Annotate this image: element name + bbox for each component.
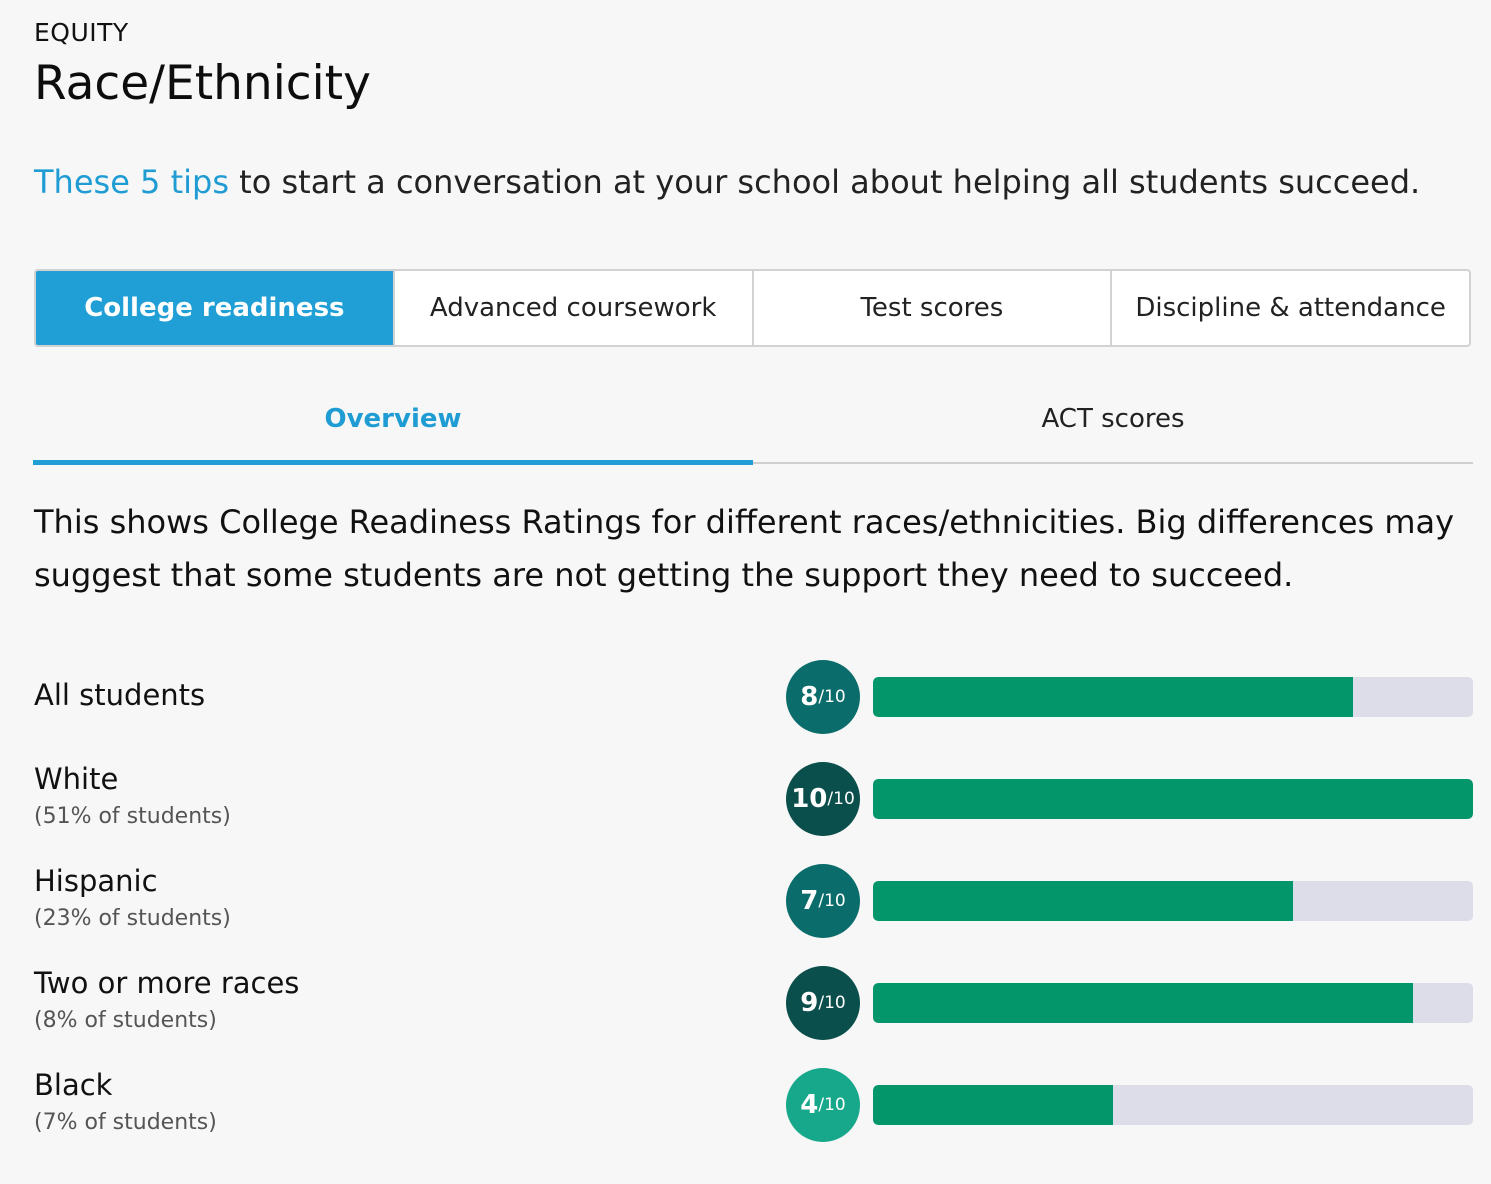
rating-bar-fill [873, 983, 1413, 1023]
description-text: This shows College Readiness Ratings for… [34, 503, 1455, 594]
rating-scale: /10 [818, 687, 846, 707]
rating-bar-fill [873, 1085, 1113, 1125]
tab-advanced-coursework[interactable]: Advanced coursework [392, 271, 752, 345]
rating-value: 7 [800, 886, 819, 916]
tab-discipline-attendance[interactable]: Discipline & attendance [1110, 271, 1469, 345]
sub-tabs: Overview ACT scores [33, 380, 1473, 465]
rating-badge: 4/10 [786, 1068, 860, 1142]
section-eyebrow: EQUITY [34, 18, 129, 47]
rating-bar-track [873, 983, 1473, 1023]
rating-bar-fill [873, 881, 1293, 921]
group-label: Two or more races (8% of students) [34, 966, 299, 1033]
rating-value: 8 [800, 682, 819, 712]
rating-value: 9 [800, 988, 819, 1018]
rating-value: 10 [791, 784, 828, 814]
rating-scale: /10 [818, 1095, 846, 1115]
group-label: Black (7% of students) [34, 1068, 217, 1135]
tab-college-readiness[interactable]: College readiness [36, 271, 393, 345]
rating-row-all-students: All students 8/10 [34, 660, 1473, 762]
group-label: White (51% of students) [34, 762, 231, 829]
rating-value: 4 [800, 1090, 819, 1120]
group-name: All students [34, 678, 206, 712]
page-title: Race/Ethnicity [34, 56, 371, 111]
tips-line: These 5 tips to start a conversation at … [34, 163, 1420, 201]
rating-row-white: White (51% of students) 10/10 [34, 762, 1473, 864]
category-tabs: College readiness Advanced coursework Te… [34, 269, 1471, 347]
group-share: (51% of students) [34, 804, 231, 829]
group-name: Hispanic [34, 864, 158, 898]
rating-bar-fill [873, 779, 1473, 819]
group-share: (8% of students) [34, 1008, 217, 1033]
rating-badge: 8/10 [786, 660, 860, 734]
tips-link[interactable]: These 5 tips [34, 163, 229, 201]
group-name: Two or more races [34, 966, 300, 1000]
rating-bar-track [873, 881, 1473, 921]
rating-bar-fill [873, 677, 1353, 717]
tips-text: to start a conversation at your school a… [229, 163, 1421, 201]
rating-row-black: Black (7% of students) 4/10 [34, 1068, 1473, 1170]
rating-scale: /10 [818, 891, 846, 911]
rating-badge: 10/10 [786, 762, 860, 836]
group-share: (23% of students) [34, 906, 231, 931]
group-label: Hispanic (23% of students) [34, 864, 231, 931]
rating-badge: 9/10 [786, 966, 860, 1040]
group-share: (7% of students) [34, 1110, 217, 1135]
subtab-act-scores[interactable]: ACT scores [1041, 404, 1185, 434]
ratings-list: All students 8/10 White (51% of students… [34, 660, 1473, 1170]
rating-scale: /10 [827, 789, 855, 809]
group-label: All students [34, 678, 205, 712]
rating-row-two-or-more-races: Two or more races (8% of students) 9/10 [34, 966, 1473, 1068]
subtab-overview[interactable]: Overview [33, 380, 753, 465]
group-name: Black [34, 1068, 113, 1102]
rating-bar-track [873, 1085, 1473, 1125]
rating-bar-track [873, 677, 1473, 717]
rating-row-hispanic: Hispanic (23% of students) 7/10 [34, 864, 1473, 966]
tab-test-scores[interactable]: Test scores [751, 271, 1111, 345]
group-name: White [34, 762, 119, 796]
rating-badge: 7/10 [786, 864, 860, 938]
rating-scale: /10 [818, 993, 846, 1013]
rating-bar-track [873, 779, 1473, 819]
